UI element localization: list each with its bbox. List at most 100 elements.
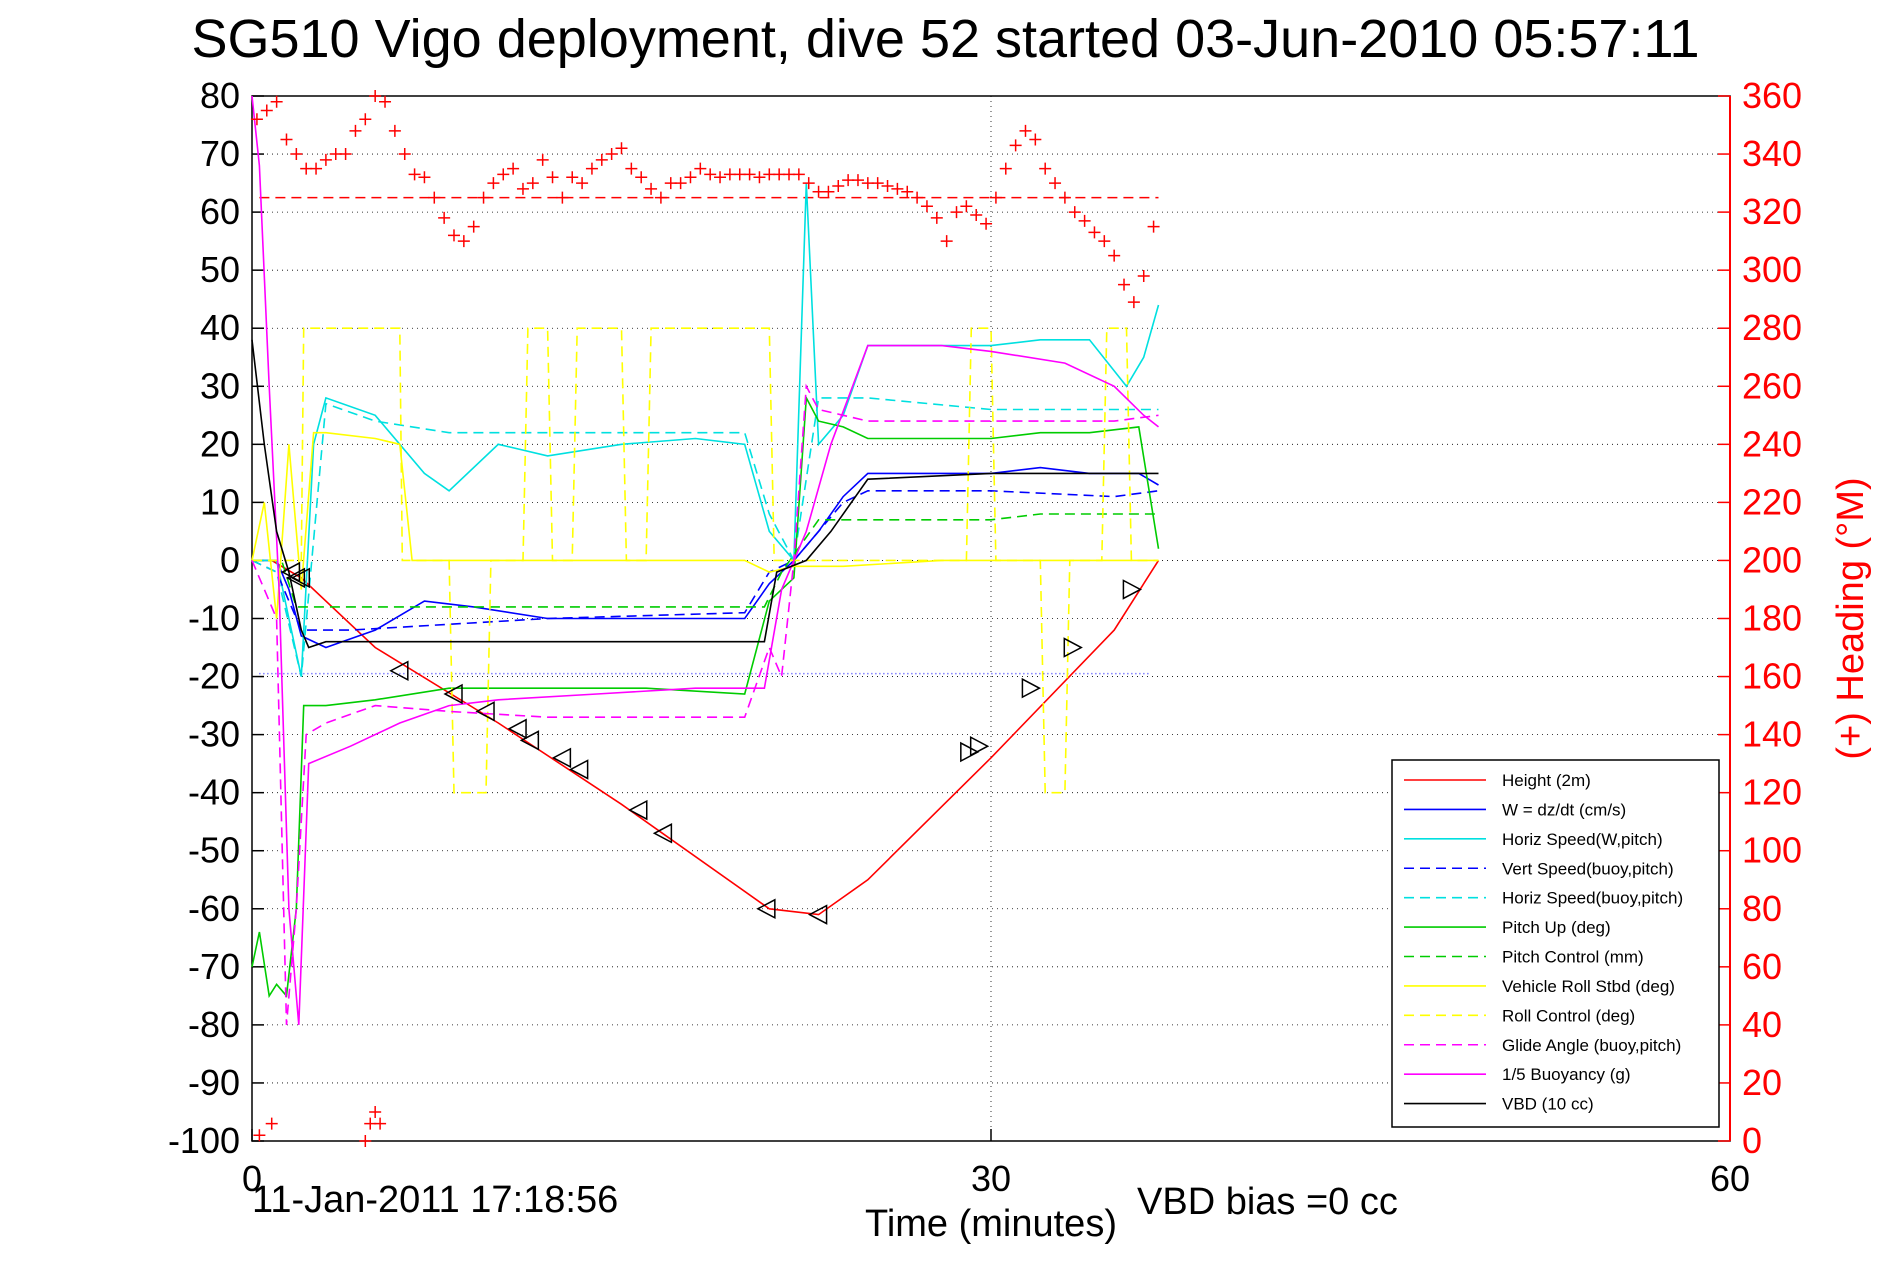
heading-marker [1058, 191, 1071, 204]
legend-label: Height (2m) [1502, 771, 1591, 790]
heading-marker [359, 1135, 372, 1147]
heading-marker [1147, 220, 1160, 233]
heading-marker [753, 171, 766, 184]
heading-marker [585, 162, 598, 175]
heading-marker [369, 90, 382, 102]
y-tick-label: -50 [188, 830, 240, 871]
y2-tick-label: 220 [1742, 481, 1802, 522]
y2-tick-label: 200 [1742, 539, 1802, 580]
footer-timestamp: 11-Jan-2011 17:18:56 [252, 1179, 619, 1221]
series-line [251, 339, 1159, 649]
legend-label: Vehicle Roll Stbd (deg) [1502, 977, 1675, 996]
heading-marker [1029, 133, 1042, 146]
heading-marker [546, 171, 559, 184]
y-tick-label: 40 [200, 307, 240, 348]
y2-tick-label: 260 [1742, 365, 1802, 406]
y2-tick-label: 360 [1742, 75, 1802, 116]
heading-marker [635, 171, 648, 184]
y-tick-label: 50 [200, 249, 240, 290]
heading-marker [536, 153, 549, 166]
heading-marker [1049, 177, 1062, 190]
heading-marker [674, 177, 687, 190]
triangle-marker [475, 701, 495, 722]
heading-marker [911, 191, 924, 204]
heading-marker [822, 185, 835, 198]
legend-box [1391, 759, 1720, 1128]
y2-tick-label: 280 [1742, 307, 1802, 348]
y-tick-label: 70 [200, 133, 240, 174]
series-line [252, 513, 1159, 608]
heading-marker [980, 217, 993, 230]
triangle-marker [969, 735, 990, 757]
y-tick-label: -60 [188, 888, 240, 929]
x-tick-label: 60 [1710, 1158, 1750, 1199]
heading-marker [447, 229, 460, 242]
heading-marker [694, 162, 707, 175]
series-line [252, 466, 1159, 649]
legend-label: W = dz/dt (cm/s) [1502, 800, 1626, 819]
y2-tick-label: 320 [1742, 191, 1802, 232]
heading-marker [930, 211, 943, 224]
heading-marker [881, 179, 894, 192]
y-tick-label: -30 [188, 714, 240, 755]
heading-marker [467, 220, 480, 233]
heading-marker [851, 174, 864, 187]
heading-marker [369, 1105, 382, 1118]
chart-title: SG510 Vigo deployment, dive 52 started 0… [191, 9, 1700, 69]
y-tick-label: -20 [188, 656, 240, 697]
triangle-marker [551, 747, 572, 769]
x-tick-label: 30 [971, 1158, 1011, 1199]
y-tick-label: 0 [220, 539, 240, 580]
heading-marker [339, 148, 352, 161]
y-tick-label: -70 [188, 946, 240, 987]
heading-marker [645, 182, 658, 195]
heading-marker [1009, 139, 1022, 152]
legend-label: Vert Speed(buoy,pitch) [1502, 859, 1674, 878]
heading-marker [802, 177, 815, 190]
heading-marker [684, 171, 697, 184]
series-line [252, 327, 1159, 794]
heading-marker [457, 235, 470, 248]
heading-marker [950, 206, 963, 219]
triangle-marker [1021, 677, 1042, 699]
heading-marker [319, 153, 332, 166]
heading-marker [265, 1117, 278, 1130]
triangle-marker [807, 904, 828, 925]
triangle-marker [652, 823, 673, 844]
y2-tick-label: 180 [1742, 598, 1802, 639]
y-tick-label: -40 [188, 772, 240, 813]
triangle-marker [389, 660, 409, 681]
heading-marker [374, 1117, 387, 1130]
heading-marker [1039, 162, 1052, 175]
heading-marker [310, 162, 323, 175]
x-tick-label: 0 [242, 1158, 262, 1199]
y-tick-label: 60 [200, 191, 240, 232]
triangle-marker [519, 730, 540, 751]
y2-tick-label: 100 [1742, 830, 1802, 871]
heading-marker [270, 95, 283, 108]
heading-marker [832, 179, 845, 192]
heading-marker [556, 191, 569, 204]
heading-marker [1088, 226, 1101, 239]
heading-marker [290, 148, 303, 161]
y2-tick-label: 120 [1742, 772, 1802, 813]
heading-marker [250, 113, 263, 126]
heading-marker [989, 191, 1002, 204]
triangle-marker [1122, 579, 1143, 600]
heading-marker [654, 191, 667, 204]
y2-tick-label: 20 [1742, 1062, 1782, 1103]
heading-marker [408, 168, 421, 181]
legend-label: Pitch Control (mm) [1502, 948, 1644, 967]
x-axis-label: Time (minutes) [865, 1203, 1117, 1245]
heading-marker [970, 209, 983, 222]
heading-marker [516, 182, 529, 195]
y-tick-label: 80 [200, 75, 240, 116]
heading-marker [487, 177, 500, 190]
heading-marker [714, 171, 727, 184]
heading-marker [1068, 206, 1081, 219]
series-line [251, 397, 1159, 677]
triangle-marker [628, 799, 648, 821]
y-tick-label: 10 [200, 481, 240, 522]
heading-marker [792, 168, 805, 181]
triangle-marker [443, 683, 463, 705]
